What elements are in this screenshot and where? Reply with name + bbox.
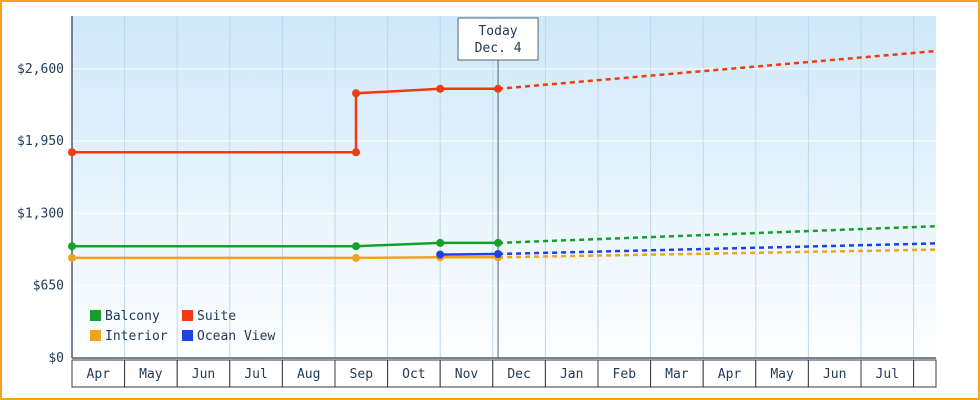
y-axis-label: $1,300 [17, 206, 64, 221]
legend-swatch-balcony [90, 310, 101, 321]
series-balcony-marker [494, 238, 503, 247]
series-suite-marker [352, 89, 361, 98]
series-interior-forecast-line [498, 248, 937, 259]
axes [71, 16, 936, 359]
month-label: Jan [560, 367, 583, 382]
series-balcony-forecast-line [498, 224, 937, 245]
series-balcony-marker [436, 238, 445, 247]
series-interior [68, 248, 937, 262]
series-suite-forecast-line [497, 49, 937, 91]
month-label: Oct [402, 367, 425, 382]
y-axis-label: $650 [33, 279, 64, 294]
series-ocean-view-forecast-line [498, 242, 937, 256]
series-interior-marker [68, 253, 76, 262]
month-label: Aug [297, 367, 320, 382]
month-label: Apr [87, 367, 111, 382]
legend-label-suite: Suite [197, 309, 236, 324]
series-ocean-view [436, 242, 937, 259]
month-cell [807, 359, 862, 388]
today-label-line1: Today [478, 24, 517, 39]
series-ocean-view-marker [494, 250, 503, 259]
series-balcony-marker [352, 242, 361, 251]
month-label: May [770, 367, 794, 382]
x-axis-months: Apr May Jun Jul Aug Sep Oct Nov Dec Jan Feb Mar Apr M… [71, 359, 937, 388]
month-label: Jun [192, 367, 215, 382]
month-cell [702, 359, 757, 388]
month-cell [71, 359, 126, 388]
legend-swatch-interior [90, 330, 101, 341]
legend-label-interior: Interior [105, 329, 168, 344]
today-label-line2: Dec. 4 [475, 41, 522, 56]
month-label: Feb [613, 367, 637, 382]
month-cell [755, 359, 809, 388]
today-box [457, 17, 539, 61]
today-annotation: Today Dec. 4 [457, 17, 539, 358]
legend-swatch-suite [182, 310, 193, 321]
series-interior-solid-line [72, 256, 499, 260]
series-balcony-solid-line [72, 241, 499, 248]
month-label: Dec [507, 367, 530, 382]
y-axis-label: $2,600 [17, 62, 64, 77]
month-label: May [139, 367, 163, 382]
month-cell [387, 359, 441, 388]
gridlines [72, 16, 936, 358]
month-label: Jun [823, 367, 846, 382]
legend-label-balcony: Balcony [105, 309, 160, 324]
series-ocean-view-marker [436, 250, 445, 259]
month-cell [439, 359, 494, 388]
series-suite-marker [68, 148, 76, 157]
month-cell [334, 359, 389, 388]
series-suite-marker [436, 84, 445, 93]
month-label: Jul [244, 367, 267, 382]
series-interior-marker [352, 253, 361, 262]
series-balcony-marker [68, 242, 76, 251]
month-label: Sep [350, 367, 374, 382]
series-suite-marker [352, 148, 361, 157]
legend-label-ocean-view: Ocean View [197, 329, 275, 344]
y-axis-label: $0 [48, 351, 64, 366]
month-cell [176, 359, 231, 388]
month-cell [124, 359, 178, 388]
month-cell [229, 359, 283, 388]
series-suite [68, 49, 937, 157]
month-cell [650, 359, 704, 388]
series-ocean-view-solid-line [440, 252, 499, 256]
month-label: Jul [876, 367, 899, 382]
month-cell [544, 359, 599, 388]
series-balcony [68, 224, 937, 251]
legend-swatch-ocean-view [182, 330, 193, 341]
plot-area [72, 16, 936, 358]
month-label: Nov [455, 367, 479, 382]
month-label: Apr [718, 367, 742, 382]
series-suite-marker [494, 84, 503, 93]
month-label: Mar [665, 367, 689, 382]
y-axis-labels: $0 $650 $1,300 $1,950 $2,600 [17, 62, 64, 366]
legend: Balcony Suite Interior Ocean View [90, 309, 275, 344]
month-cell-partial [913, 359, 937, 388]
y-axis-label: $1,950 [17, 134, 64, 149]
